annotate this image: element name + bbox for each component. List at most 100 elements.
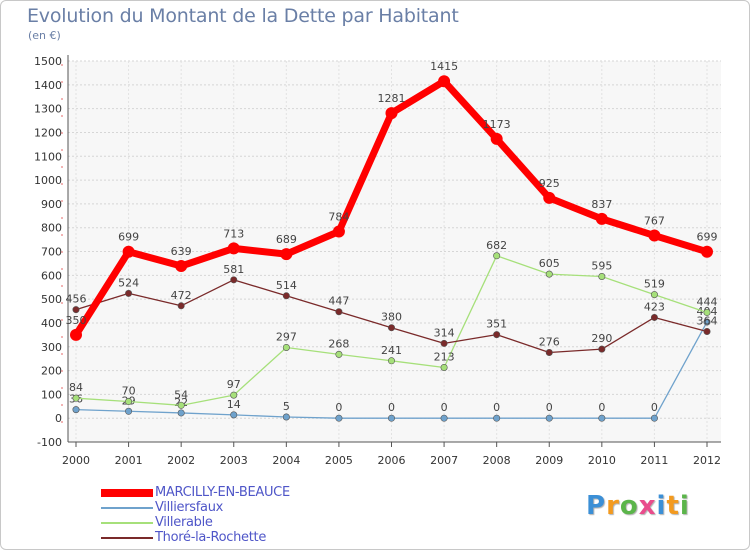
legend-item-3: Thoré-la-Rochette [101, 530, 290, 545]
point-1-2 [177, 409, 185, 417]
legend-label-2: Villerable [155, 515, 213, 530]
data-label-2-5: 268 [328, 337, 349, 350]
legend-swatch-0 [101, 488, 153, 497]
point-3-8 [493, 331, 501, 339]
y-tick-label-7: 600 [41, 269, 62, 282]
data-label-0-5: 784 [328, 210, 349, 223]
data-label-1-4: 5 [283, 400, 290, 413]
data-label-2-9: 605 [539, 257, 560, 270]
point-2-5 [335, 350, 343, 358]
point-0-3 [227, 242, 240, 255]
data-label-0-12: 699 [697, 231, 718, 244]
point-0-12 [701, 245, 713, 258]
point-2-8 [493, 252, 501, 260]
y-tick-label-1: 0 [55, 412, 62, 425]
point-0-8 [490, 132, 503, 145]
chart-title: Evolution du Montant de la Dette par Hab… [27, 5, 459, 27]
point-3-9 [545, 348, 553, 356]
y-tick-label-2: 100 [41, 388, 62, 401]
data-label-2-6: 241 [381, 344, 402, 357]
data-label-1-11: 0 [651, 401, 658, 414]
data-label-3-8: 351 [486, 318, 507, 331]
x-tick-label-5: 2005 [325, 454, 353, 467]
logo-letter-6: i [679, 491, 690, 521]
point-1-3 [230, 411, 238, 419]
data-label-2-3: 97 [227, 378, 241, 391]
y-tick-label-12: 1100 [34, 150, 62, 163]
point-3-10 [598, 345, 606, 353]
data-label-1-5: 0 [335, 401, 342, 414]
data-label-1-3: 14 [227, 398, 241, 411]
data-label-3-9: 276 [539, 335, 560, 348]
proxiti-logo: Proxiti [586, 491, 690, 521]
y-tick-label-14: 1300 [34, 103, 62, 116]
y-tick-label-6: 500 [41, 293, 62, 306]
point-2-4 [282, 343, 290, 351]
point-3-0 [72, 306, 80, 314]
point-2-0 [72, 394, 80, 402]
point-2-3 [230, 391, 238, 399]
legend-label-1: Villiersfaux [155, 500, 224, 515]
y-tick-label-3: 200 [41, 365, 62, 378]
y-tick-label-8: 700 [41, 246, 62, 259]
data-label-0-10: 837 [591, 198, 612, 211]
point-3-7 [440, 339, 448, 347]
x-tick-label-4: 2004 [272, 454, 300, 467]
y-tick-label-10: 900 [41, 198, 62, 211]
point-0-0 [70, 328, 82, 341]
point-0-9 [543, 191, 556, 204]
point-3-6 [387, 324, 395, 332]
point-1-7 [440, 414, 448, 422]
data-label-2-10: 595 [591, 260, 612, 273]
data-label-3-7: 314 [434, 326, 455, 339]
x-tick-label-9: 2009 [535, 454, 563, 467]
point-3-11 [650, 313, 658, 321]
data-label-1-7: 0 [441, 401, 448, 414]
x-tick-label-2: 2002 [167, 454, 195, 467]
data-label-3-2: 472 [171, 289, 192, 302]
point-3-1 [125, 289, 133, 297]
point-3-3 [230, 276, 238, 284]
data-label-3-0: 456 [66, 293, 87, 306]
x-tick-label-1: 2001 [115, 454, 143, 467]
x-tick-label-8: 2008 [483, 454, 511, 467]
legend-item-2: Villerable [101, 515, 290, 530]
y-tick-label-4: 300 [41, 341, 62, 354]
logo-letter-1: r [606, 491, 620, 521]
point-0-4 [280, 248, 293, 261]
legend-label-0: MARCILLY-EN-BEAUCE [155, 485, 290, 500]
point-2-1 [125, 398, 133, 406]
point-1-8 [493, 414, 501, 422]
data-label-3-1: 524 [118, 276, 139, 289]
data-label-3-4: 514 [276, 279, 297, 292]
data-label-1-9: 0 [546, 401, 553, 414]
data-label-3-10: 290 [591, 332, 612, 345]
legend-label-3: Thoré-la-Rochette [155, 530, 267, 545]
x-tick-label-0: 2000 [62, 454, 90, 467]
data-label-0-0: 350 [66, 314, 87, 327]
data-label-0-6: 1281 [378, 92, 406, 105]
point-0-5 [332, 225, 345, 238]
data-label-1-10: 0 [598, 401, 605, 414]
point-1-1 [125, 407, 133, 415]
data-label-0-11: 767 [644, 215, 665, 228]
data-label-0-4: 689 [276, 233, 297, 246]
data-label-2-7: 213 [434, 350, 455, 363]
data-label-2-11: 519 [644, 278, 665, 291]
y-tick-label-16: 1500 [34, 55, 62, 68]
x-tick-label-12: 2012 [693, 454, 721, 467]
x-tick-label-6: 2006 [378, 454, 406, 467]
legend-item-1: Villiersfaux [101, 500, 290, 515]
y-tick-label-5: 400 [41, 317, 62, 330]
data-label-0-2: 639 [171, 245, 192, 258]
point-0-2 [175, 260, 188, 273]
data-label-2-1: 70 [122, 385, 136, 398]
point-2-2 [177, 401, 185, 409]
x-tick-label-11: 2011 [640, 454, 668, 467]
x-tick-label-7: 2007 [430, 454, 458, 467]
data-label-3-3: 581 [223, 263, 244, 276]
y-tick-label-15: 1400 [34, 79, 62, 92]
data-label-0-7: 1415 [430, 60, 458, 73]
data-label-3-12: 364 [697, 315, 718, 328]
data-label-2-4: 297 [276, 330, 297, 343]
